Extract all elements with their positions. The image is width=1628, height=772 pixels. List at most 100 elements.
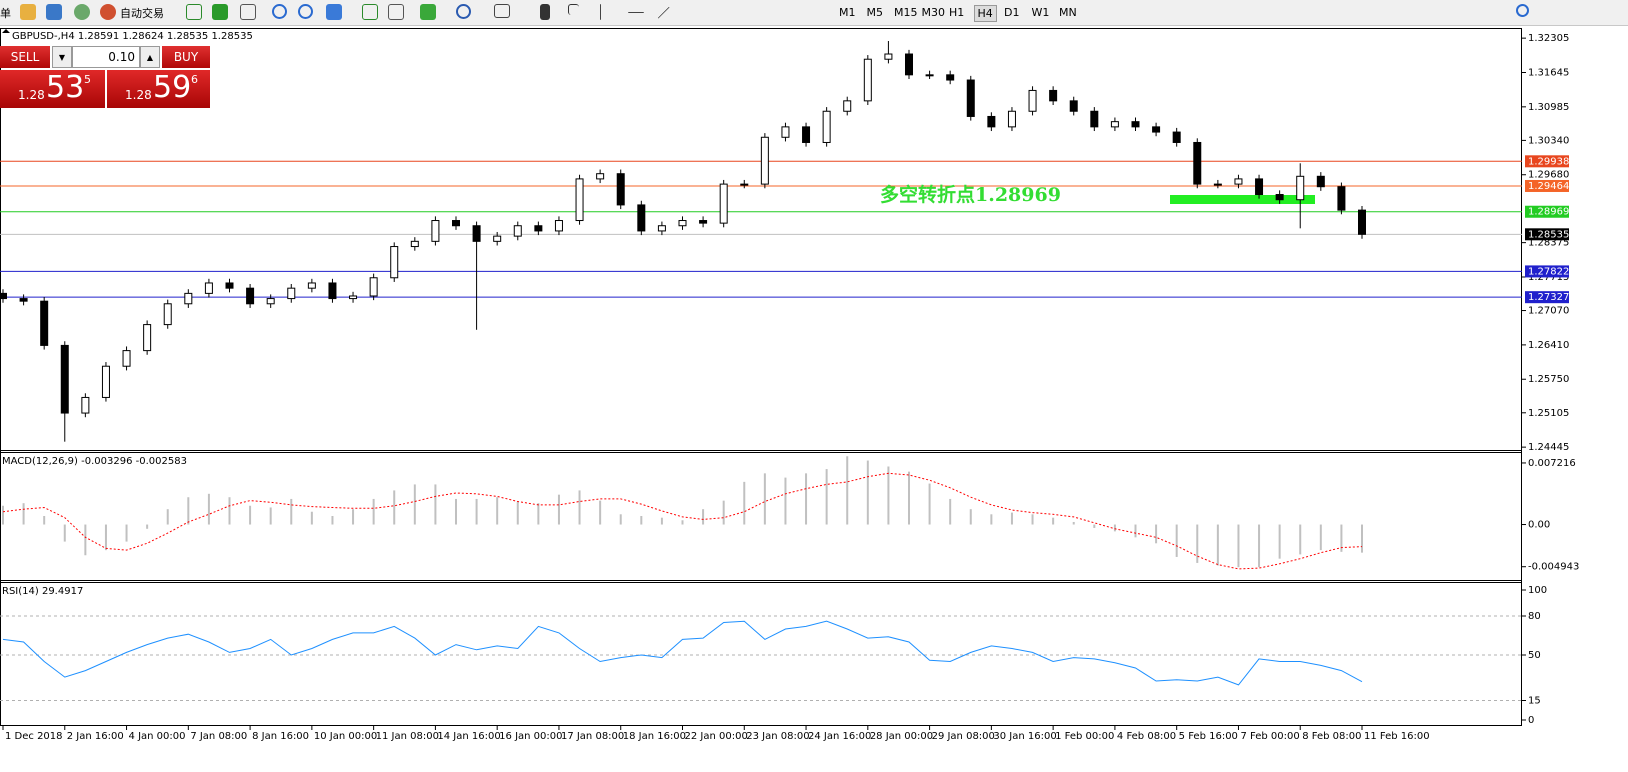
macd-bar [908,471,910,525]
macd-bar [166,509,169,525]
search-icon[interactable] [1516,4,1529,17]
x-tick-label: 14 Jan 16:00 [437,731,500,742]
buy-pips: 59 [153,70,192,105]
x-tick-label: 17 Jan 08:00 [561,731,624,742]
candle-body [40,300,49,346]
pivot-band [1170,195,1315,204]
macd-bar [722,500,725,525]
candle-body [410,240,419,248]
collapse-arrow[interactable] [2,29,10,33]
icon[interactable] [326,4,342,20]
annotation: 多空转折点1.28969 [880,183,1061,206]
icon[interactable] [494,4,510,18]
icon[interactable] [540,4,550,20]
sell-price-box[interactable] [0,70,105,108]
candle-body [287,287,296,300]
rsi-line [2,620,1363,686]
macd-bar [702,509,705,525]
candle-body [843,100,852,112]
lot-input[interactable]: 0.10 [72,46,140,68]
macd-bar [537,503,540,525]
timeframe-button[interactable]: M1 [839,6,856,19]
macd-bar [928,483,931,525]
timeframe-button[interactable]: H1 [949,6,965,19]
menu-label: 单 [0,7,11,20]
macd-bar [1155,524,1158,544]
macd-bar [825,469,828,525]
icon[interactable] [74,4,90,20]
icon[interactable] [212,4,228,20]
timeframe-button[interactable]: W1 [1031,6,1050,19]
macd-bar [763,473,766,525]
lot-up[interactable]: ▲ [140,46,160,68]
candle-body [554,220,563,232]
icon[interactable] [628,12,644,14]
icon[interactable] [46,4,62,20]
icon[interactable] [600,4,602,20]
y-tick-label: 1.28375 [1528,238,1569,249]
icon[interactable] [240,4,256,20]
candle-body [781,126,790,138]
candle-body [1316,175,1325,188]
macd-bar [1196,524,1199,563]
lot-down[interactable]: ▼ [52,46,72,68]
icon[interactable] [298,4,313,19]
x-tick-label: 28 Jan 00:00 [870,731,933,742]
timeframe-button[interactable]: M30 [921,6,946,19]
y-tick-label: 1.25750 [1528,374,1569,385]
icon[interactable] [657,6,671,20]
y-tick-label: 1.30340 [1528,135,1569,146]
candle-body [328,282,337,300]
icon[interactable] [186,4,202,20]
macd-bar [331,516,334,525]
macd-bar [866,460,869,525]
icon[interactable] [100,4,116,20]
x-tick-label: 10 Jan 00:00 [314,731,377,742]
icon[interactable] [272,4,287,19]
sell-button[interactable]: SELL [0,46,50,68]
y-tick-label: 1.24445 [1528,442,1569,453]
sell-fraction: 5 [84,73,91,86]
macd-bar [990,514,993,525]
candle-body [184,292,193,305]
candle-body [1213,183,1222,186]
macd-bar [557,494,560,525]
macd-bar [784,477,787,525]
candle-body [637,204,646,232]
candle-body [60,344,69,414]
icon[interactable]: ​ [736,4,752,20]
icon[interactable] [362,4,378,20]
candle-body [225,282,234,289]
macd-bar [1093,524,1096,528]
candle-body [946,74,955,81]
timeframe-button[interactable]: D1 [1004,6,1020,19]
macd-bar [1299,524,1302,555]
timeframe-button[interactable]: MN [1059,6,1077,19]
buy-price-box[interactable] [107,70,210,108]
y-tick-label: -0.004943 [1528,562,1579,573]
icon[interactable] [568,4,579,15]
timeframe-button[interactable]: H4 [973,5,997,22]
macd-bar [1072,521,1075,525]
macd-bar [1237,524,1240,568]
candle-body [1028,89,1037,112]
y-tick-label: 1.26410 [1528,340,1569,351]
candle-body [349,295,358,300]
y-tick-label: 0.00 [1528,520,1550,531]
y-tick-label: 1.27070 [1528,306,1569,317]
buy-button[interactable]: BUY [162,46,210,68]
timeframe-button[interactable]: M5 [866,6,884,19]
auto-trade[interactable]: 自动交易 [120,7,164,20]
icon[interactable] [420,4,436,20]
icon[interactable] [20,4,36,20]
icon[interactable] [456,4,471,19]
icon[interactable] [388,4,404,20]
candle-body [369,277,378,297]
level-label: 1.27327 [1528,292,1569,303]
candle-body [966,79,975,117]
timeframe-button[interactable]: M15 [894,6,918,19]
macd-bar [187,497,190,525]
candle-body [204,282,213,294]
candle-body [884,53,893,60]
